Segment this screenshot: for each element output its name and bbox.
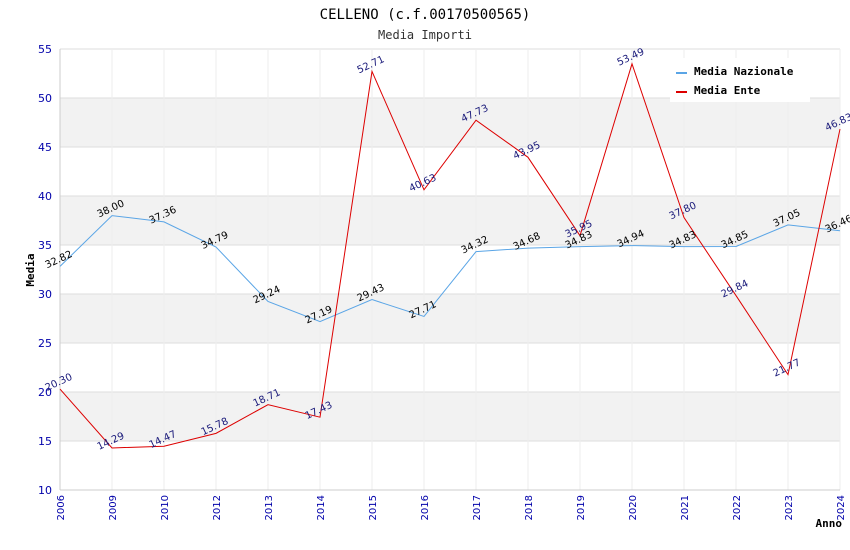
- y-tick-label: 15: [38, 435, 52, 448]
- x-tick-label: 2019: [576, 495, 587, 520]
- plot-band: [60, 98, 840, 147]
- x-tick-label: 2015: [368, 495, 379, 520]
- series-line-media-nazionale: [59, 215, 841, 323]
- x-tick-label: 2024: [836, 495, 847, 520]
- plot-band: [60, 343, 840, 392]
- y-tick-label: 50: [38, 92, 52, 105]
- series-lines: [59, 62, 841, 449]
- x-tick-label: 2020: [628, 495, 639, 520]
- series-line-media-ente: [59, 62, 841, 449]
- legend: Media Nazionale Media Ente: [670, 58, 810, 102]
- y-tick-labels: 10 15 20 25 30 35 40 45 50 55: [38, 43, 52, 497]
- plot-bands: [60, 49, 840, 490]
- x-tick-label: 2016: [420, 495, 431, 520]
- legend-label-media-nazionale: Media Nazionale: [694, 65, 794, 78]
- plot-band: [60, 196, 840, 245]
- x-tick-label: 2010: [160, 495, 171, 520]
- x-tick-label: 2017: [472, 495, 483, 520]
- plot-band: [60, 441, 840, 490]
- x-tick-label: 2022: [732, 495, 743, 520]
- chart-subtitle: Media Importi: [378, 28, 472, 42]
- gridlines: [59, 48, 841, 491]
- x-tick-label: 2009: [108, 495, 119, 520]
- x-tick-label: 2021: [680, 495, 691, 520]
- x-tick-label: 2013: [264, 495, 275, 520]
- y-tick-label: 25: [38, 337, 52, 350]
- y-tick-label: 10: [38, 484, 52, 497]
- legend-label-media-ente: Media Ente: [694, 84, 761, 97]
- y-tick-label: 20: [38, 386, 52, 399]
- x-tick-labels: 2006 2009 2010 2012 2013 2014 2015 2016 2017 2018…: [56, 495, 847, 520]
- y-tick-label: 45: [38, 141, 52, 154]
- y-tick-label: 40: [38, 190, 52, 203]
- y-tick-label: 30: [38, 288, 52, 301]
- y-tick-label: 55: [38, 43, 52, 56]
- x-axis-label: Anno: [816, 517, 843, 530]
- x-tick-label: 2023: [784, 495, 795, 520]
- legend-box: [670, 58, 810, 102]
- y-tick-label: 35: [38, 239, 52, 252]
- plot-band: [60, 392, 840, 441]
- y-axis-label: Media: [24, 253, 37, 286]
- plot-band: [60, 245, 840, 294]
- plot-band: [60, 294, 840, 343]
- axes: [59, 49, 840, 491]
- x-tick-label: 2012: [212, 495, 223, 520]
- x-tick-label: 2018: [524, 495, 535, 520]
- chart-title: CELLENO (c.f.00170500565): [320, 7, 531, 23]
- x-tick-label: 2014: [316, 495, 327, 520]
- x-tick-label: 2006: [56, 495, 67, 520]
